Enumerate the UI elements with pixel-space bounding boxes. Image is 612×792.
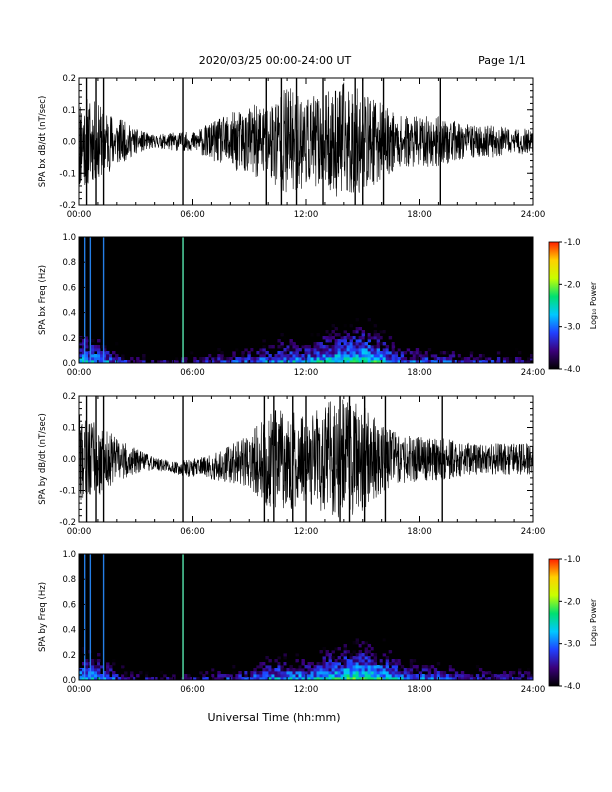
y-tick-label: 1.0	[62, 233, 76, 243]
y-tick-label: 0.8	[62, 575, 76, 585]
y-axis-label: SPA by Freq (Hz)	[38, 582, 48, 652]
x-tick-label: 18:00	[407, 210, 432, 220]
colorbar-tick-label: -4.0	[564, 365, 581, 375]
x-tick-label: 12:00	[294, 210, 319, 220]
colorbar-scale	[548, 558, 560, 687]
panel-2: -1.0 -2.0 -3.0 -4.0 Log₁₀ Power 00:00 06:00 12:…	[38, 233, 598, 378]
x-tick-label: 06:00	[180, 210, 205, 220]
colorbar-2: -1.0 -2.0 -3.0 -4.0 Log₁₀ Power	[548, 238, 598, 375]
x-tick-label: 18:00	[407, 368, 432, 378]
panel-4: -1.0 -2.0 -3.0 -4.0 Log₁₀ Power 00:00 06:00 12:…	[38, 550, 598, 695]
x-tick-label: 00:00	[67, 210, 92, 220]
colorbar-tick-label: -3.0	[564, 323, 581, 333]
y-axis-label: SPA bx Freq (Hz)	[38, 265, 48, 335]
y-tick-label: 0.4	[62, 309, 76, 319]
y-tick-label: 0.0	[62, 455, 76, 465]
x-tick-label: 24:00	[521, 210, 546, 220]
panel-1: 00:00 06:00 12:00 18:00 24:00 -0.2 -0.1 0.0 0.1 0…	[38, 74, 545, 220]
y-tick-label: 0.6	[62, 283, 76, 293]
x-tick-label: 06:00	[180, 527, 205, 537]
colorbar-tick-label: -2.0	[564, 597, 581, 607]
x-tick-label: 12:00	[294, 527, 319, 537]
x-tick-label: 06:00	[180, 368, 205, 378]
trace-1	[79, 78, 533, 205]
y-tick-label: 0.1	[62, 424, 76, 434]
x-tick-label: 18:00	[407, 685, 432, 695]
y-tick-label: 0.0	[62, 676, 76, 686]
x-tick-label: 18:00	[407, 527, 432, 537]
x-tick-label: 06:00	[180, 685, 205, 695]
x-tick-label: 12:00	[294, 368, 319, 378]
colorbar-scale	[548, 241, 560, 370]
page-number: Page 1/1	[478, 54, 526, 67]
x-tick-label: 00:00	[67, 527, 92, 537]
y-tick-label: 0.0	[62, 359, 76, 369]
y-tick-label: -0.1	[59, 169, 76, 179]
colorbar-label: Log₁₀ Power	[589, 281, 598, 329]
y-tick-label: 0.8	[62, 258, 76, 268]
colorbar-tick-label: -1.0	[564, 238, 581, 248]
y-tick-label: 0.6	[62, 600, 76, 610]
y-tick-label: 0.2	[62, 651, 76, 661]
y-tick-label: -0.2	[59, 201, 76, 211]
y-tick-label: 0.4	[62, 626, 76, 636]
x-tick-label: 24:00	[521, 527, 546, 537]
colorbar-tick-label: -3.0	[564, 640, 581, 650]
colorbar-label: Log₁₀ Power	[589, 598, 598, 646]
colorbar-tick-label: -1.0	[564, 555, 581, 565]
spectrogram-2	[79, 237, 533, 363]
page-title: 2020/03/25 00:00-24:00 UT	[199, 54, 352, 67]
x-tick-label: 12:00	[294, 685, 319, 695]
x-tick-label: 00:00	[67, 685, 92, 695]
panels: 00:00 06:00 12:00 18:00 24:00 -0.2 -0.1 0.0 0.1 0…	[38, 74, 598, 695]
spectrogram-4	[79, 554, 533, 680]
x-tick-label: 00:00	[67, 368, 92, 378]
x-axis-label: Universal Time (hh:mm)	[208, 711, 341, 724]
y-tick-label: 0.0	[62, 138, 76, 148]
panel-3: 00:00 06:00 12:00 18:00 24:00 -0.2 -0.1 0.0 0.1 0…	[38, 392, 545, 537]
y-tick-label: 1.0	[62, 550, 76, 560]
y-tick-label: 0.2	[62, 392, 76, 402]
y-axis-label: SPA by dB/dt (nT/sec)	[38, 413, 48, 505]
y-tick-label: 0.1	[62, 106, 76, 116]
y-tick-label: 0.2	[62, 74, 76, 84]
colorbar-tick-label: -4.0	[564, 682, 581, 692]
x-tick-label: 24:00	[521, 685, 546, 695]
y-tick-label: -0.1	[59, 487, 76, 497]
colorbar-tick-label: -2.0	[564, 280, 581, 290]
y-axis-label: SPA bx dB/dt (nT/sec)	[38, 96, 48, 188]
x-tick-label: 24:00	[521, 368, 546, 378]
y-tick-label: -0.2	[59, 518, 76, 528]
signal-line	[79, 82, 533, 197]
y-tick-label: 0.2	[62, 334, 76, 344]
colorbar-4: -1.0 -2.0 -3.0 -4.0 Log₁₀ Power	[548, 555, 598, 692]
trace-3	[79, 396, 533, 522]
